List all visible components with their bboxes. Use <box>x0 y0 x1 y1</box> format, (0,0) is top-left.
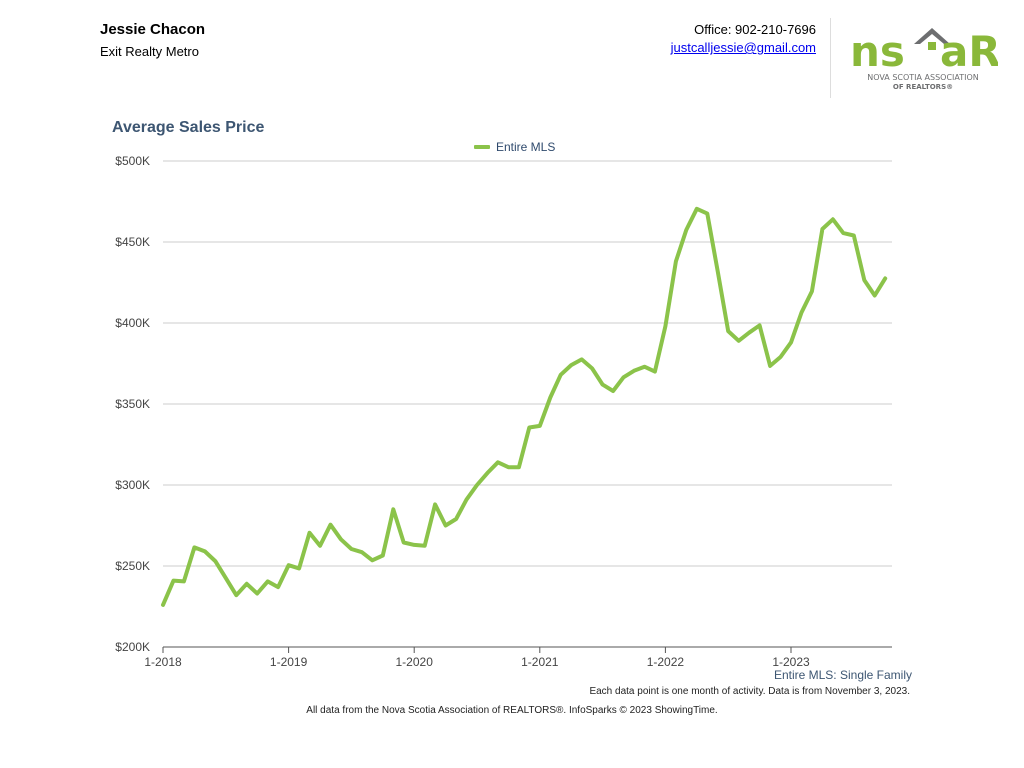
logo-line1: NOVA SCOTIA ASSOCIATION <box>867 73 979 82</box>
logo-house-door <box>928 42 936 50</box>
x-tick-label: 1-2019 <box>270 655 308 669</box>
legend-swatch <box>474 145 490 149</box>
logo-mark-left: ns <box>850 27 905 76</box>
data-source: All data from the Nova Scotia Associatio… <box>306 705 718 716</box>
agent-name: Jessie Chacon <box>100 21 206 38</box>
y-tick-label: $200K <box>115 640 150 654</box>
x-tick-label: 1-2020 <box>396 655 434 669</box>
x-tick-label: 1-2018 <box>144 655 182 669</box>
nsar-logo: ns aR NOVA SCOTIA ASSOCIATION OF REALTOR… <box>850 27 998 91</box>
y-tick-label: $300K <box>115 478 150 492</box>
series-line <box>161 206 888 607</box>
y-tick-label: $350K <box>115 397 150 411</box>
legend-label: Entire MLS <box>496 140 556 154</box>
x-tick-label: 1-2022 <box>647 655 685 669</box>
y-tick-label: $450K <box>115 235 150 249</box>
agent-company: Exit Realty Metro <box>100 44 199 59</box>
series-footer-label: Entire MLS: Single Family <box>773 668 912 682</box>
logo-mark-right: aR <box>940 27 998 76</box>
x-tick-label: 1-2023 <box>772 655 810 669</box>
chart-legend[interactable]: Entire MLS <box>474 140 555 154</box>
logo-house-roof <box>914 28 950 44</box>
data-note: Each data point is one month of activity… <box>589 686 910 697</box>
chart-title: Average Sales Price <box>112 119 265 136</box>
header-divider <box>830 18 831 98</box>
logo-line2: OF REALTORS® <box>893 83 953 91</box>
email-link[interactable]: justcalljessie@gmail.com <box>670 40 816 55</box>
y-tick-label: $250K <box>115 559 150 573</box>
x-tick-label: 1-2021 <box>521 655 559 669</box>
y-tick-label: $500K <box>115 154 150 168</box>
y-tick-label: $400K <box>115 316 150 330</box>
office-phone: Office: 902-210-7696 <box>694 22 816 37</box>
